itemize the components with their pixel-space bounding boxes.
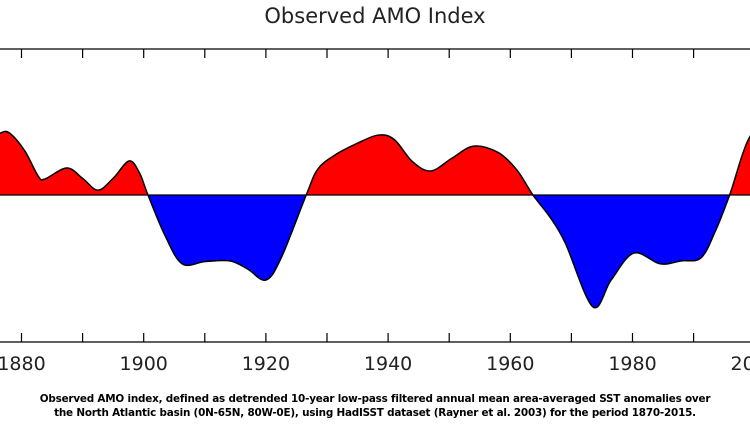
figure-caption: Observed AMO index, defined as detrended… [0, 392, 750, 420]
caption-line-2: the North Atlantic basin (0N-65N, 80W-0E… [54, 407, 696, 419]
amo-chart: 1880 1900 1920 1940 1960 1980 2000 [0, 48, 750, 375]
x-tick-label-1920: 1920 [242, 353, 290, 375]
positive-anomaly-fill [0, 131, 750, 195]
amo-index-line [0, 130, 750, 309]
negative-anomaly-fill [0, 195, 750, 308]
chart-title: Observed AMO Index [264, 4, 486, 28]
x-tick-label-1900: 1900 [120, 353, 168, 375]
x-tick-label-1960: 1960 [486, 353, 534, 375]
x-tick-label-1880: 1880 [0, 353, 46, 375]
x-tick-label-2000: 2000 [731, 353, 750, 375]
x-tick-label-1980: 1980 [608, 353, 656, 375]
x-tick-label-1940: 1940 [364, 353, 412, 375]
caption-line-1: Observed AMO index, defined as detrended… [39, 393, 711, 405]
